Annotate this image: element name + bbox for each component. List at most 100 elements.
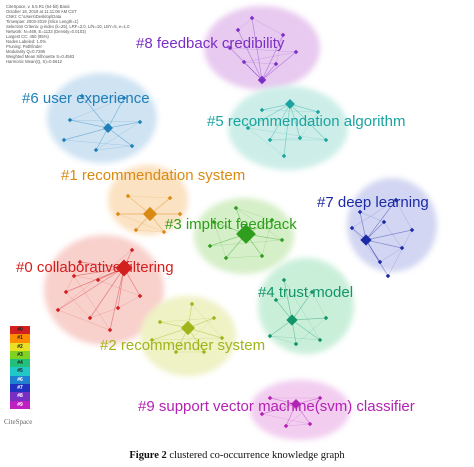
- edge-6: [107, 127, 133, 147]
- meta-line: Selection Criteria: g-index (k=25), LRF=…: [6, 24, 130, 29]
- edge-3: [235, 207, 283, 241]
- cluster-blob-1: [108, 165, 188, 235]
- meta-line: Largest CC: 450 (95%): [6, 34, 49, 39]
- node-1: [125, 193, 131, 199]
- cluster-blob-2: [140, 296, 236, 376]
- node-4: [317, 337, 323, 343]
- edge-2: [151, 337, 223, 341]
- edge-5: [261, 103, 291, 111]
- edge-5: [261, 109, 319, 113]
- edge-7: [359, 211, 367, 241]
- cluster-label-0: #0 collaborative filtering: [16, 259, 174, 276]
- node-9: [267, 395, 273, 401]
- edge-0: [73, 275, 99, 281]
- hub-node-2: [180, 320, 196, 336]
- legend-item-9: #9: [10, 400, 30, 409]
- edge-1: [135, 229, 165, 233]
- edge-6: [69, 119, 141, 123]
- edge-5: [269, 103, 291, 141]
- edge-7: [383, 221, 403, 249]
- legend-item-1: #1: [10, 334, 30, 343]
- cluster-color-legend: #0 #1 #2 #3 #4 #5 #6 #7 #8 #9: [10, 326, 30, 409]
- edge-8: [261, 51, 297, 81]
- edge-2: [151, 339, 205, 353]
- edge-4: [291, 317, 327, 321]
- cluster-blob-7: [347, 178, 437, 272]
- edge-8: [275, 34, 284, 65]
- cluster-blob-0: [44, 235, 164, 345]
- edge-6: [95, 145, 133, 151]
- node-4: [323, 315, 329, 321]
- cluster-blob-9: [250, 380, 350, 440]
- edge-3: [213, 221, 227, 259]
- edge-4: [295, 317, 327, 345]
- edge-4: [275, 299, 293, 321]
- edge-5: [247, 103, 291, 129]
- edge-4: [311, 291, 327, 319]
- caption-text: clustered co-occurrence knowledge graph: [166, 450, 345, 461]
- edge-7: [365, 221, 385, 241]
- edge-6: [63, 139, 133, 147]
- node-9: [259, 411, 265, 417]
- hub-node-6: [103, 123, 113, 133]
- node-2: [189, 301, 195, 307]
- meta-line: CiteSpace, v. 5.5.R1 (64-bit) Basic: [6, 4, 70, 9]
- cluster-label-5: #5 recommendation algorithm: [207, 113, 405, 130]
- edge-3: [225, 255, 263, 259]
- node-2: [201, 349, 207, 355]
- meta-line: Modularity Q=0.7286: [6, 49, 45, 54]
- edge-7: [365, 199, 397, 241]
- edge-9: [295, 397, 321, 405]
- edge-5: [289, 103, 319, 113]
- edge-7: [387, 229, 413, 277]
- edge-4: [283, 279, 293, 321]
- edge-4: [275, 291, 313, 301]
- edge-4: [291, 291, 313, 321]
- node-8: [227, 45, 233, 51]
- edge-3: [235, 207, 273, 221]
- legend-item-5: #5: [10, 367, 30, 376]
- node-5: [245, 125, 251, 131]
- meta-line: Timespan: 2003-2019 (Slice Length=1): [6, 19, 79, 24]
- node-7: [385, 273, 391, 279]
- edge-5: [299, 111, 319, 139]
- edge-1: [117, 213, 165, 233]
- edge-0: [57, 249, 133, 311]
- edge-0: [97, 279, 141, 297]
- edge-8: [251, 17, 284, 36]
- edge-9: [285, 423, 311, 427]
- edge-5: [289, 103, 327, 141]
- figure-caption: Figure 2 clustered co-occurrence knowled…: [0, 450, 474, 461]
- node-6: [121, 95, 127, 101]
- edge-2: [151, 327, 189, 341]
- meta-line: Network: N=469, E=1133 (Density=0.0103): [6, 29, 86, 34]
- edge-6: [63, 127, 109, 141]
- hub-node-8: [257, 75, 267, 85]
- edge-9: [295, 403, 311, 425]
- edge-5: [247, 127, 327, 141]
- node-8: [241, 59, 247, 65]
- node-6: [79, 93, 85, 99]
- cluster-label-6: #6 user experience: [22, 90, 150, 107]
- node-1: [115, 211, 121, 217]
- node-2: [157, 319, 163, 325]
- cluster-blob-4: [258, 258, 354, 354]
- edge-9: [285, 403, 297, 427]
- node-4: [309, 289, 315, 295]
- hub-node-1: [142, 206, 158, 222]
- hub-node-3: [236, 224, 256, 244]
- edge-6: [69, 119, 109, 129]
- node-9: [307, 421, 313, 427]
- edge-7: [365, 239, 389, 277]
- cluster-labels: #8 feedback credibility #6 user experien…: [16, 35, 429, 415]
- meta-line: Harmonic Mean(Q, S)=0.5612: [6, 59, 62, 64]
- edge-8: [261, 63, 277, 81]
- hub-node-4: [286, 314, 298, 326]
- meta-line: Nodes Labeled: 1.0%: [6, 39, 47, 44]
- node-2: [173, 349, 179, 355]
- edge-4: [291, 319, 321, 341]
- edge-4: [269, 335, 321, 341]
- cluster-blob-5: [228, 86, 348, 170]
- edge-9: [261, 403, 297, 415]
